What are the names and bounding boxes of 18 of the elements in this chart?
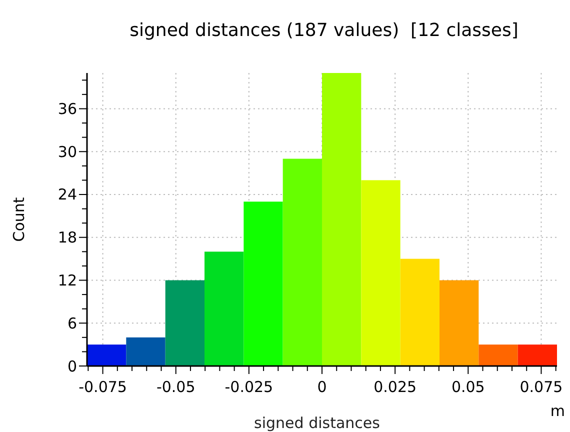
x-tick-label: 0: [317, 378, 327, 396]
y-tick-label: 36: [58, 100, 77, 118]
chart-title: signed distances (187 values) [12 classes]: [130, 20, 518, 41]
y-tick-label: 12: [58, 271, 77, 290]
y-tick-label: 6: [67, 314, 77, 332]
y-tick-label: 0: [67, 357, 77, 376]
y-tick-label: 24: [58, 186, 77, 204]
x-axis-title: signed distances: [254, 414, 380, 432]
y-axis-title: Count: [10, 197, 28, 242]
x-tick-label: -0.05: [156, 378, 196, 396]
x-tick-label: -0.075: [78, 378, 127, 396]
x-tick-label: 0.025: [374, 378, 417, 396]
y-tick-label: 30: [58, 142, 77, 161]
y-tick-label: 18: [58, 228, 77, 247]
x-tick-label: -0.025: [224, 378, 274, 396]
x-tick-label: 0.075: [520, 378, 563, 396]
x-tick-label: 0.05: [451, 378, 485, 396]
text: m: [550, 402, 565, 420]
